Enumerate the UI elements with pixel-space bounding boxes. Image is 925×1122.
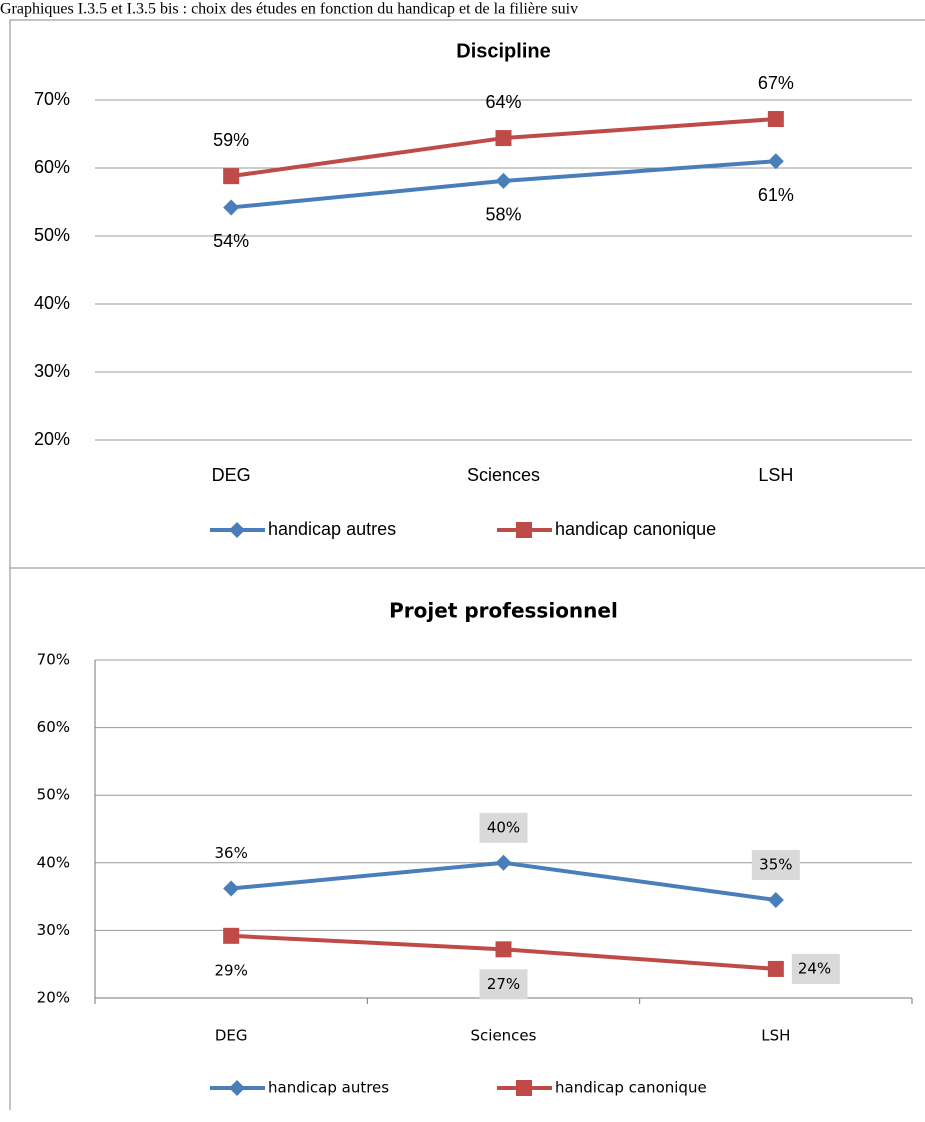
legend-marker (229, 1080, 245, 1096)
y-tick-label: 40% (34, 293, 70, 313)
marker (767, 153, 784, 170)
marker (495, 854, 512, 871)
chart-title: Discipline (456, 40, 550, 62)
legend-marker (516, 522, 532, 538)
marker (495, 130, 512, 147)
y-tick-label: 30% (34, 361, 70, 381)
data-label: 58% (485, 205, 521, 225)
x-tick-label: Sciences (467, 465, 540, 485)
data-label: 35% (759, 855, 792, 873)
legend-label: handicap autres (268, 519, 396, 539)
legend-marker (516, 1080, 532, 1096)
marker (223, 927, 240, 944)
legend-label: handicap canonique (555, 1079, 707, 1097)
y-tick-label: 40% (37, 853, 70, 871)
y-tick-label: 50% (37, 786, 70, 804)
chart-title: Projet professionnel (389, 599, 618, 623)
x-tick-label: LSH (761, 1027, 790, 1045)
legend-marker (229, 522, 245, 538)
marker (223, 168, 240, 185)
x-tick-label: DEG (215, 1027, 248, 1045)
x-tick-label: DEG (212, 465, 251, 485)
data-label: 59% (213, 130, 249, 150)
chart-2: Projet professionnel 20% 30% 40% 50% 60% 70% DE… (37, 599, 913, 1097)
label-box (751, 849, 800, 880)
y-tick-label: 20% (34, 429, 70, 449)
legend-label: handicap canonique (555, 519, 716, 539)
marker (223, 199, 240, 216)
data-label: 29% (214, 961, 247, 979)
y-tick-label: 30% (37, 921, 70, 939)
data-label: 67% (758, 73, 794, 93)
label-box (479, 812, 528, 843)
marker (223, 880, 240, 897)
label-box (791, 953, 840, 984)
y-tick-label: 70% (37, 651, 70, 669)
y-tick-label: 60% (37, 718, 70, 736)
marker (495, 941, 512, 958)
data-label: 24% (798, 959, 831, 977)
chart-frame (9, 19, 925, 569)
marker (767, 111, 784, 128)
legend-label: handicap autres (268, 1079, 389, 1097)
y-tick-label: 50% (34, 225, 70, 245)
label-box (479, 969, 528, 1000)
caption: Graphiques I.3.5 et I.3.5 bis : choix de… (0, 1, 578, 18)
data-label: 40% (487, 818, 520, 836)
marker (767, 891, 784, 908)
chart-1: Discipline 20% 30% 40% 50% 60% 70% DEG Sciences L… (34, 40, 912, 539)
x-tick-label: LSH (758, 465, 793, 485)
data-label: 36% (214, 844, 247, 862)
y-tick-label: 60% (34, 157, 70, 177)
marker (495, 172, 512, 189)
y-tick-label: 70% (34, 89, 70, 109)
marker (767, 960, 784, 977)
y-tick-label: 20% (37, 989, 70, 1007)
data-label: 64% (485, 92, 521, 112)
data-label: 54% (213, 231, 249, 251)
data-label: 27% (487, 975, 520, 993)
data-label: 61% (758, 185, 794, 205)
x-tick-label: Sciences (471, 1027, 537, 1045)
